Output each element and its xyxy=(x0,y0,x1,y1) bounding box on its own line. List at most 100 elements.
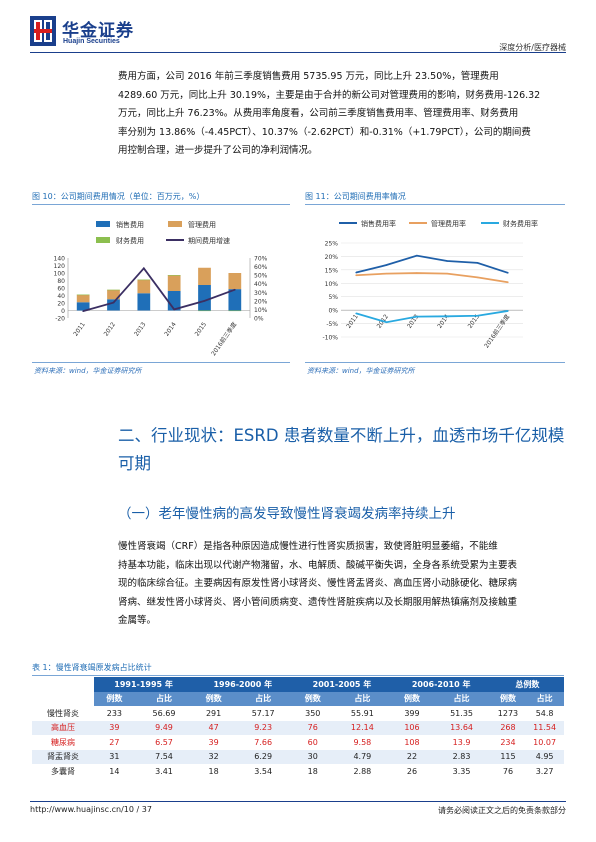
y-tick-label: -10% xyxy=(322,335,338,342)
table-subheader: 例数 xyxy=(490,691,526,706)
legend-label: 管理费用率 xyxy=(431,219,466,228)
growth-point xyxy=(203,300,206,302)
x-tick-label: 2013 xyxy=(133,321,148,338)
series-line xyxy=(356,272,508,284)
bar-segment xyxy=(167,275,181,291)
y-tick-label: 120 xyxy=(54,263,66,270)
y2-tick-label: 20% xyxy=(254,298,268,305)
table-row: 糖尿病 27 6.57 39 7.66 60 9.58 108 13.9 234 10.07 xyxy=(32,735,564,750)
y-tick-label: 10% xyxy=(325,281,339,288)
footer-url: http://www.huajinsc.cn/10 / 37 xyxy=(30,805,152,814)
table-cell: 27 xyxy=(109,737,120,747)
y-tick-label: 5% xyxy=(328,294,338,301)
bar-segment xyxy=(228,273,242,290)
bar-segment xyxy=(107,289,120,291)
figure10-title: 图 10：公司期间费用情况（单位：百万元，%） xyxy=(32,192,205,201)
table-cell: 3.27 xyxy=(535,766,554,776)
table-cell: 399 xyxy=(404,708,420,718)
table-cell: 6.29 xyxy=(233,749,293,764)
table-cell: 9.23 xyxy=(233,720,293,735)
y2-tick-label: 50% xyxy=(254,273,268,280)
table-cell: 106 xyxy=(391,720,433,735)
y-tick-label: -20 xyxy=(55,316,65,323)
table-cell: 39 xyxy=(94,720,135,735)
legend-swatch xyxy=(96,237,110,243)
report-type: 深度分析/医疗器械 xyxy=(499,43,566,52)
paragraph-line: 万元，同比上升 76.23%。从费用率角度看，公司前三季度销售费用率、管理费用率… xyxy=(118,108,519,120)
growth-point xyxy=(82,310,84,312)
paragraph-line: 金属等。 xyxy=(118,615,157,627)
subsection-title: （一）老年慢性病的高发导致慢性肾衰竭发病率持续上升 xyxy=(118,506,456,522)
y-tick-label: 100 xyxy=(54,271,66,278)
y-tick-label: 80 xyxy=(57,278,65,285)
table-subheader: 占比 xyxy=(134,691,194,706)
table-row: 高血压 39 9.49 47 9.23 76 12.14 106 13.64 268 11.54 xyxy=(32,720,564,735)
series-line xyxy=(355,310,508,324)
table-cell: 268 xyxy=(490,720,526,735)
table-header-period: 总例数 xyxy=(490,677,564,692)
table-cell: 76 xyxy=(502,766,514,776)
growth-point xyxy=(234,288,236,291)
table-row-label: 糖尿病 xyxy=(51,737,75,747)
table-cell: 108 xyxy=(404,737,420,747)
y-tick-label: 20 xyxy=(57,301,65,308)
brand-name-cn: 华金证券 xyxy=(62,21,134,41)
table-cell: 350 xyxy=(305,708,321,718)
table-row-label: 多囊肾 xyxy=(51,766,75,776)
footer-divider xyxy=(30,801,566,802)
y2-tick-label: 60% xyxy=(254,264,268,271)
series-point xyxy=(385,272,388,275)
huajin-logo-icon xyxy=(30,16,56,46)
series-point xyxy=(446,272,448,275)
table-cell: 13.9 xyxy=(452,737,471,747)
table-header-period: 1991-1995 年 xyxy=(94,677,194,692)
y-tick-label: 20% xyxy=(325,254,339,261)
x-tick-label: 2016前三季度 xyxy=(482,313,511,350)
y-tick-label: 15% xyxy=(325,267,339,274)
paragraph-crf: 慢性肾衰竭（CRF）是指各种原因造成慢性进行性肾实质损害，致使肾脏明显萎缩，不能… xyxy=(118,538,566,631)
table-cell: 10.07 xyxy=(533,737,557,747)
table-row-label: 慢性肾炎 xyxy=(47,708,79,718)
footer-disclaimer: 请务必阅读正文之后的免责条款部分 xyxy=(438,806,566,815)
table-subheader: 例数 xyxy=(94,691,135,706)
bar-segment xyxy=(198,267,211,285)
series-point xyxy=(385,321,388,324)
figure11-source: 资料来源：wind，华金证券研究所 xyxy=(307,367,415,375)
figure11-top-rule xyxy=(305,204,565,205)
y-tick-label: -5% xyxy=(326,321,338,328)
figure10-bottom-rule xyxy=(32,362,290,363)
table-subheader: 占比 xyxy=(432,691,491,706)
section-title-line: 二、行业现状：ESRD 患者数量不断上升，血透市场千亿规模 xyxy=(118,426,565,445)
bar-segment xyxy=(167,275,181,276)
table-header-sub: 例数 占比 例数 占比 例数 占比 例数 占比 例数 占比 xyxy=(32,691,564,706)
series-point xyxy=(355,274,357,277)
paragraph-line: 现的临床综合征。主要病因有原发性肾小球肾炎、慢性肾盂肾炎、高血压肾小动脉硬化、糖… xyxy=(118,578,518,590)
series-point xyxy=(476,276,479,279)
series-point xyxy=(507,281,509,284)
table-cell: 30 xyxy=(292,749,334,764)
figure11-chart: 销售费用率 管理费用率 财务费用率 -10% -5% 0% 5% 10% 15% 20% 25% 20… xyxy=(322,219,538,350)
table-cell: 51.35 xyxy=(450,708,473,718)
table-cell: 2.88 xyxy=(353,766,372,776)
table-cell: 234 xyxy=(500,737,516,747)
brand-name-en: Huajin Securities xyxy=(63,38,120,45)
table-cell: 39 xyxy=(208,737,219,747)
y-tick-label: 0 xyxy=(61,308,65,315)
paragraph-line: 用控制合理，进一步提升了公司的净利润情况。 xyxy=(118,145,318,157)
legend-label: 销售费用 xyxy=(116,220,144,229)
series-point xyxy=(355,271,357,274)
y-tick-label: 60 xyxy=(57,286,65,293)
table-cell: 9.49 xyxy=(134,720,194,735)
legend-label: 销售费用率 xyxy=(361,219,396,228)
y2-tick-label: 40% xyxy=(254,281,268,288)
table-cell: 18 xyxy=(208,766,219,776)
table-row: 肾盂肾炎 31 7.54 32 6.29 30 4.79 22 2.83 115 4.95 xyxy=(32,749,564,764)
table-cell: 291 xyxy=(205,708,222,718)
table-cell: 4.95 xyxy=(525,749,564,764)
bar-segment xyxy=(137,279,151,281)
y2-tick-label: 70% xyxy=(254,256,268,263)
bar-segment xyxy=(76,294,90,303)
primary-disease-table: 1991-1995 年 1996-2000 年 2001-2005 年 2006… xyxy=(32,677,564,779)
table-cell: 13.64 xyxy=(432,720,491,735)
table-cell: 6.57 xyxy=(155,737,173,747)
